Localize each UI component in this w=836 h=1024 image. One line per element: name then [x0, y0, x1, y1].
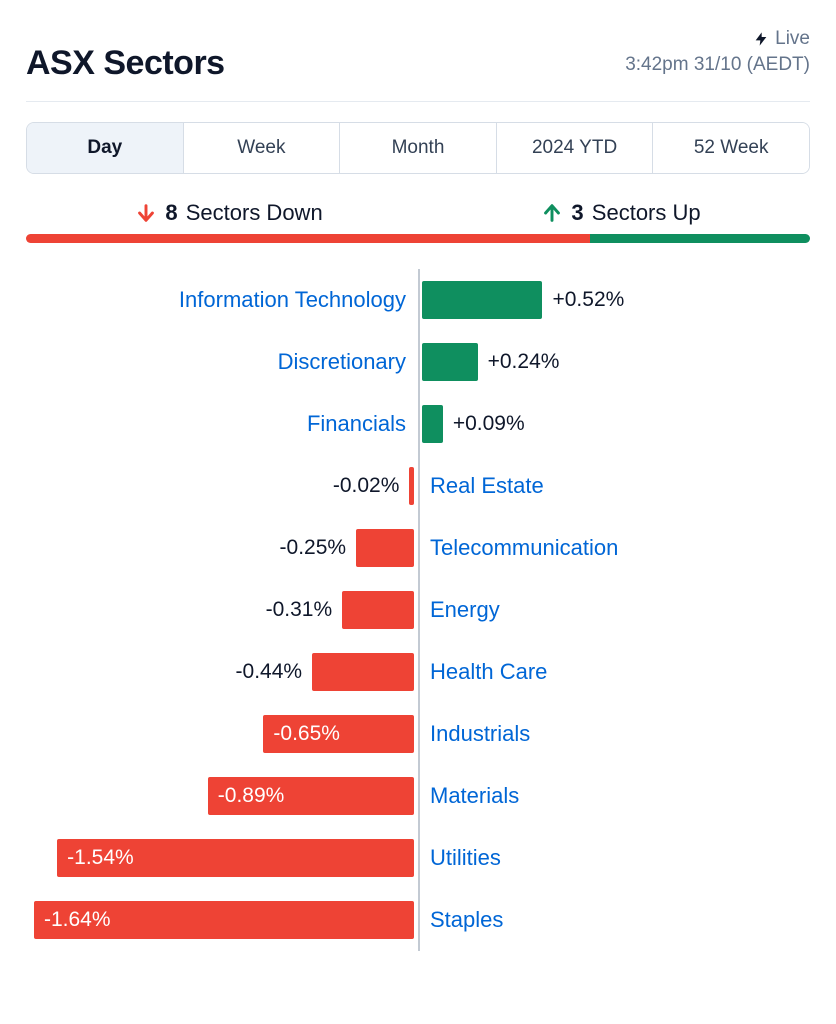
sector-bar: -0.89% — [208, 777, 414, 815]
sector-bar — [422, 281, 542, 319]
sector-value: -1.54% — [57, 846, 144, 870]
page-title: ASX Sectors — [26, 44, 225, 83]
chart-row: -0.25% Telecommunication — [26, 517, 810, 579]
up-down-split-bar — [26, 234, 810, 243]
sector-link[interactable]: Staples — [422, 908, 511, 932]
sector-link[interactable]: Utilities — [422, 846, 509, 870]
sector-value: -0.02% — [323, 474, 410, 498]
sectors-down-count: 8 — [165, 200, 177, 225]
divider — [26, 101, 810, 102]
sector-link[interactable]: Information Technology — [171, 288, 414, 312]
sector-bar — [356, 529, 414, 567]
chart-row: -0.65% Industrials — [26, 703, 810, 765]
sector-value: -0.65% — [263, 722, 350, 746]
bolt-icon — [753, 31, 769, 47]
chart-row: Discretionary +0.24% — [26, 331, 810, 393]
sector-link[interactable]: Energy — [422, 598, 508, 622]
sector-link[interactable]: Discretionary — [270, 350, 414, 374]
sector-link[interactable]: Materials — [422, 784, 527, 808]
sector-link[interactable]: Financials — [299, 412, 414, 436]
sector-bar: -1.64% — [34, 901, 414, 939]
sectors-down-summary: 8 Sectors Down — [135, 200, 322, 226]
arrow-up-icon — [541, 202, 563, 224]
sector-value: -0.31% — [256, 598, 343, 622]
chart-row: -0.44% Health Care — [26, 641, 810, 703]
sector-bar — [422, 405, 443, 443]
arrow-down-icon — [135, 202, 157, 224]
chart-row: -1.64% Staples — [26, 889, 810, 951]
live-label: Live — [775, 28, 810, 50]
sector-value: -0.44% — [226, 660, 313, 684]
sector-bar — [409, 467, 414, 505]
chart-row: -1.54% Utilities — [26, 827, 810, 889]
timeframe-tabs: DayWeekMonth2024 YTD52 Week — [26, 122, 810, 174]
live-status-block: Live 3:42pm 31/10 (AEDT) — [625, 28, 810, 76]
sectors-bar-chart: Information Technology +0.52% Discretionar… — [26, 269, 810, 951]
sector-value: -0.25% — [270, 536, 357, 560]
sectors-up-label: Sectors Up — [592, 200, 701, 225]
sector-bar — [342, 591, 414, 629]
sector-value: +0.52% — [542, 288, 634, 312]
chart-row: -0.31% Energy — [26, 579, 810, 641]
sector-value: -0.89% — [208, 784, 295, 808]
sector-bar — [312, 653, 414, 691]
chart-row: -0.02% Real Estate — [26, 455, 810, 517]
chart-row: Financials +0.09% — [26, 393, 810, 455]
tab-day[interactable]: Day — [27, 123, 184, 173]
sector-link[interactable]: Health Care — [422, 660, 555, 684]
sector-bar — [422, 343, 478, 381]
tab-2024-ytd[interactable]: 2024 YTD — [497, 123, 654, 173]
sector-link[interactable]: Industrials — [422, 722, 538, 746]
sectors-up-count: 3 — [571, 200, 583, 225]
split-bar-pos — [590, 234, 810, 243]
chart-row: Information Technology +0.52% — [26, 269, 810, 331]
tab-52-week[interactable]: 52 Week — [653, 123, 809, 173]
sector-bar: -1.54% — [57, 839, 414, 877]
sector-link[interactable]: Real Estate — [422, 474, 552, 498]
sectors-down-label: Sectors Down — [186, 200, 323, 225]
sector-bar: -0.65% — [263, 715, 414, 753]
sectors-up-summary: 3 Sectors Up — [541, 200, 700, 226]
timestamp: 3:42pm 31/10 (AEDT) — [625, 54, 810, 76]
tab-month[interactable]: Month — [340, 123, 497, 173]
sector-value: +0.09% — [443, 412, 535, 436]
sector-value: +0.24% — [478, 350, 570, 374]
chart-row: -0.89% Materials — [26, 765, 810, 827]
sector-value: -1.64% — [34, 908, 121, 932]
sector-link[interactable]: Telecommunication — [422, 536, 626, 560]
tab-week[interactable]: Week — [184, 123, 341, 173]
split-bar-neg — [26, 234, 590, 243]
